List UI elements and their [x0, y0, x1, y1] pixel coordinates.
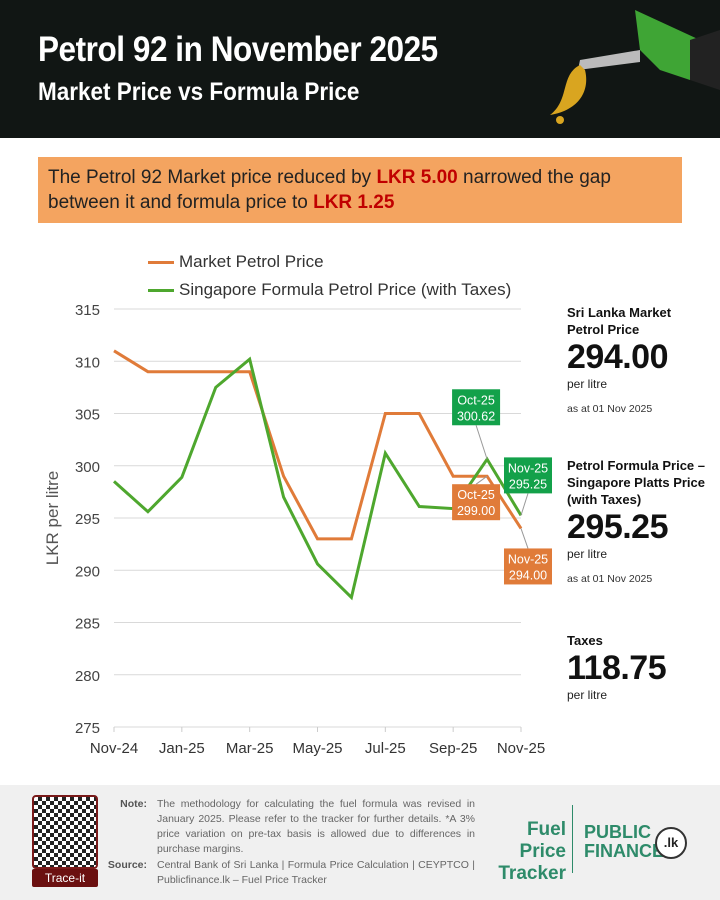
y-tick-label: 280	[75, 668, 100, 685]
annotation-label: Nov-25	[508, 461, 548, 475]
source-text: Central Bank of Sri Lanka | Formula Pric…	[157, 859, 475, 886]
lk-badge: .lk	[655, 827, 687, 859]
callout-gap: LKR 1.25	[313, 192, 395, 213]
legend-item-formula: Singapore Formula Petrol Price (with Tax…	[148, 276, 511, 304]
legend-swatch	[148, 288, 174, 292]
taxes-value: 118.75	[567, 649, 667, 687]
taxes-label: Taxes	[567, 633, 603, 648]
y-axis-label: LKR per litre	[43, 471, 62, 565]
y-tick-label: 305	[75, 407, 100, 424]
qr-code[interactable]	[32, 795, 98, 869]
x-tick-label: Mar-25	[226, 740, 274, 757]
line-chart: 315 310 305 300 295 290 285 280 275 Nov-24 Jan-25 M…	[43, 302, 552, 757]
annotation-label: Nov-25	[508, 552, 548, 566]
annotation-label: Oct-25	[457, 393, 495, 407]
notes: Note: The methodology for calculating the…	[105, 797, 475, 888]
x-tick-label: Jul-25	[365, 740, 406, 757]
y-tick-label: 295	[75, 511, 100, 528]
summary-callout: The Petrol 92 Market price reduced by LK…	[38, 157, 682, 223]
header: Petrol 92 in November 2025 Market Price …	[0, 0, 720, 138]
legend: Market Petrol Price Singapore Formula Pe…	[148, 248, 511, 304]
logo-divider	[572, 805, 573, 873]
x-tick-label: Nov-25	[497, 740, 545, 757]
annotation-leader	[475, 475, 488, 485]
logo-text: PUBLIC	[584, 822, 651, 842]
note-text: The methodology for calculating the fuel…	[157, 798, 475, 855]
formula-price-label: Petrol Formula Price – Singapore Platts …	[567, 458, 705, 507]
y-tick-label: 275	[75, 720, 100, 737]
source-key: Source:	[107, 859, 147, 871]
market-price-value: 294.00	[567, 338, 669, 376]
legend-label: Market Petrol Price	[179, 252, 324, 271]
page-subtitle: Market Price vs Formula Price	[38, 78, 360, 106]
annotation-box	[504, 548, 552, 585]
market-price-date: as at 01 Nov 2025	[567, 403, 653, 415]
annotation-value: 299.00	[457, 504, 495, 518]
annotation-leader	[475, 425, 488, 460]
x-tick-label: May-25	[292, 740, 342, 757]
formula-price-date: as at 01 Nov 2025	[567, 573, 653, 585]
annotation-leader	[520, 528, 529, 549]
note-key: Note:	[120, 798, 147, 810]
taxes-panel: Taxes 118.75 per litre	[567, 632, 697, 702]
fuel-nozzle-icon	[550, 10, 720, 124]
legend-swatch	[148, 260, 174, 264]
y-tick-label: 300	[75, 459, 100, 476]
legend-item-market: Market Petrol Price	[148, 248, 511, 276]
formula-price-value: 295.25	[567, 508, 669, 546]
annotation-value: 300.62	[457, 409, 495, 423]
y-tick-label: 315	[75, 302, 100, 319]
y-tick-label: 285	[75, 616, 100, 633]
annotation-value: 294.00	[509, 568, 547, 582]
trace-it-label: Trace-it	[32, 869, 98, 887]
market-price-label: Sri Lanka Market Petrol Price	[567, 305, 672, 337]
formula-price-panel: Petrol Formula Price – Singapore Platts …	[567, 457, 717, 585]
annotation-label: Oct-25	[457, 488, 495, 502]
y-tick-label: 310	[75, 354, 100, 371]
annotation-value: 295.25	[509, 477, 547, 491]
market-price-panel: Sri Lanka Market Petrol Price 294.00 per…	[567, 304, 697, 415]
callout-text: narrowed the gap between it and formula …	[48, 167, 611, 213]
annotation-box	[504, 457, 552, 494]
taxes-unit: per litre	[567, 688, 608, 702]
x-tick-label: Jan-25	[159, 740, 205, 757]
market-price-unit: per litre	[567, 377, 608, 391]
callout-reduction: LKR 5.00	[376, 167, 458, 188]
fuel-price-tracker-logo: Fuel Price Tracker	[498, 819, 566, 884]
y-tick-label: 290	[75, 563, 100, 580]
logo-text: FINANCE	[584, 841, 664, 861]
public-finance-logo: PUBLIC FINANCE	[584, 823, 664, 861]
legend-label: Singapore Formula Petrol Price (with Tax…	[179, 280, 512, 299]
x-tick-label: Sep-25	[429, 740, 477, 757]
annotation-box	[452, 484, 501, 521]
callout-text: The Petrol 92 Market price reduced by	[48, 167, 377, 188]
footer: Trace-it Note: The methodology for calcul…	[0, 785, 720, 900]
annotation-leader	[520, 493, 529, 516]
annotation-box	[452, 389, 501, 426]
page-title: Petrol 92 in November 2025	[38, 30, 438, 69]
formula-price-unit: per litre	[567, 547, 608, 561]
x-tick-label: Nov-24	[90, 740, 138, 757]
